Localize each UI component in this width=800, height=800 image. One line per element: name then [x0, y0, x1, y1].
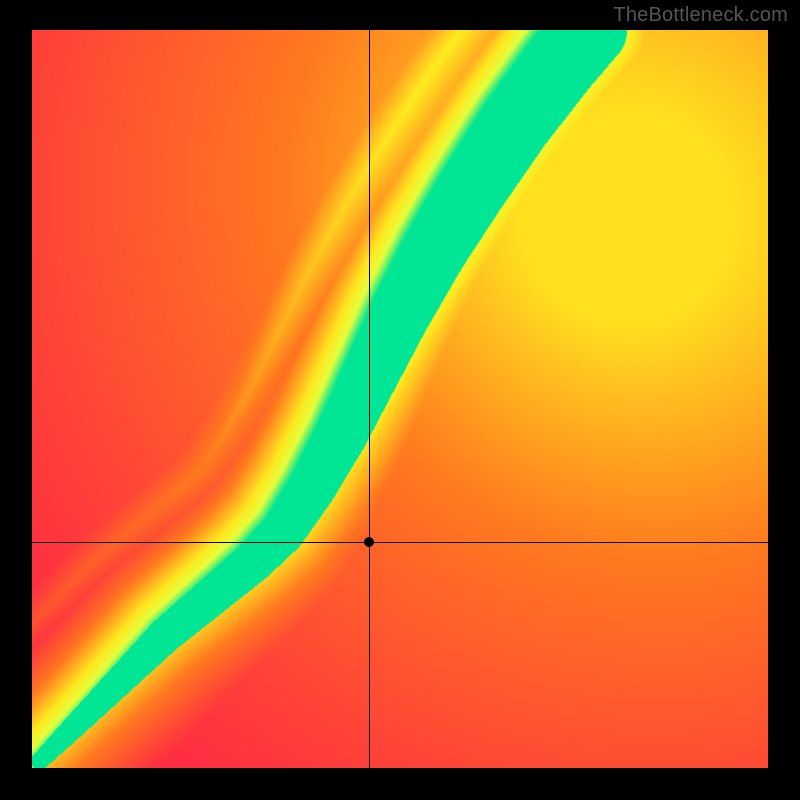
watermark-text: TheBottleneck.com [613, 4, 788, 27]
heatmap-plot [32, 30, 768, 768]
chart-frame: TheBottleneck.com [0, 0, 800, 800]
heatmap-canvas [32, 30, 768, 768]
